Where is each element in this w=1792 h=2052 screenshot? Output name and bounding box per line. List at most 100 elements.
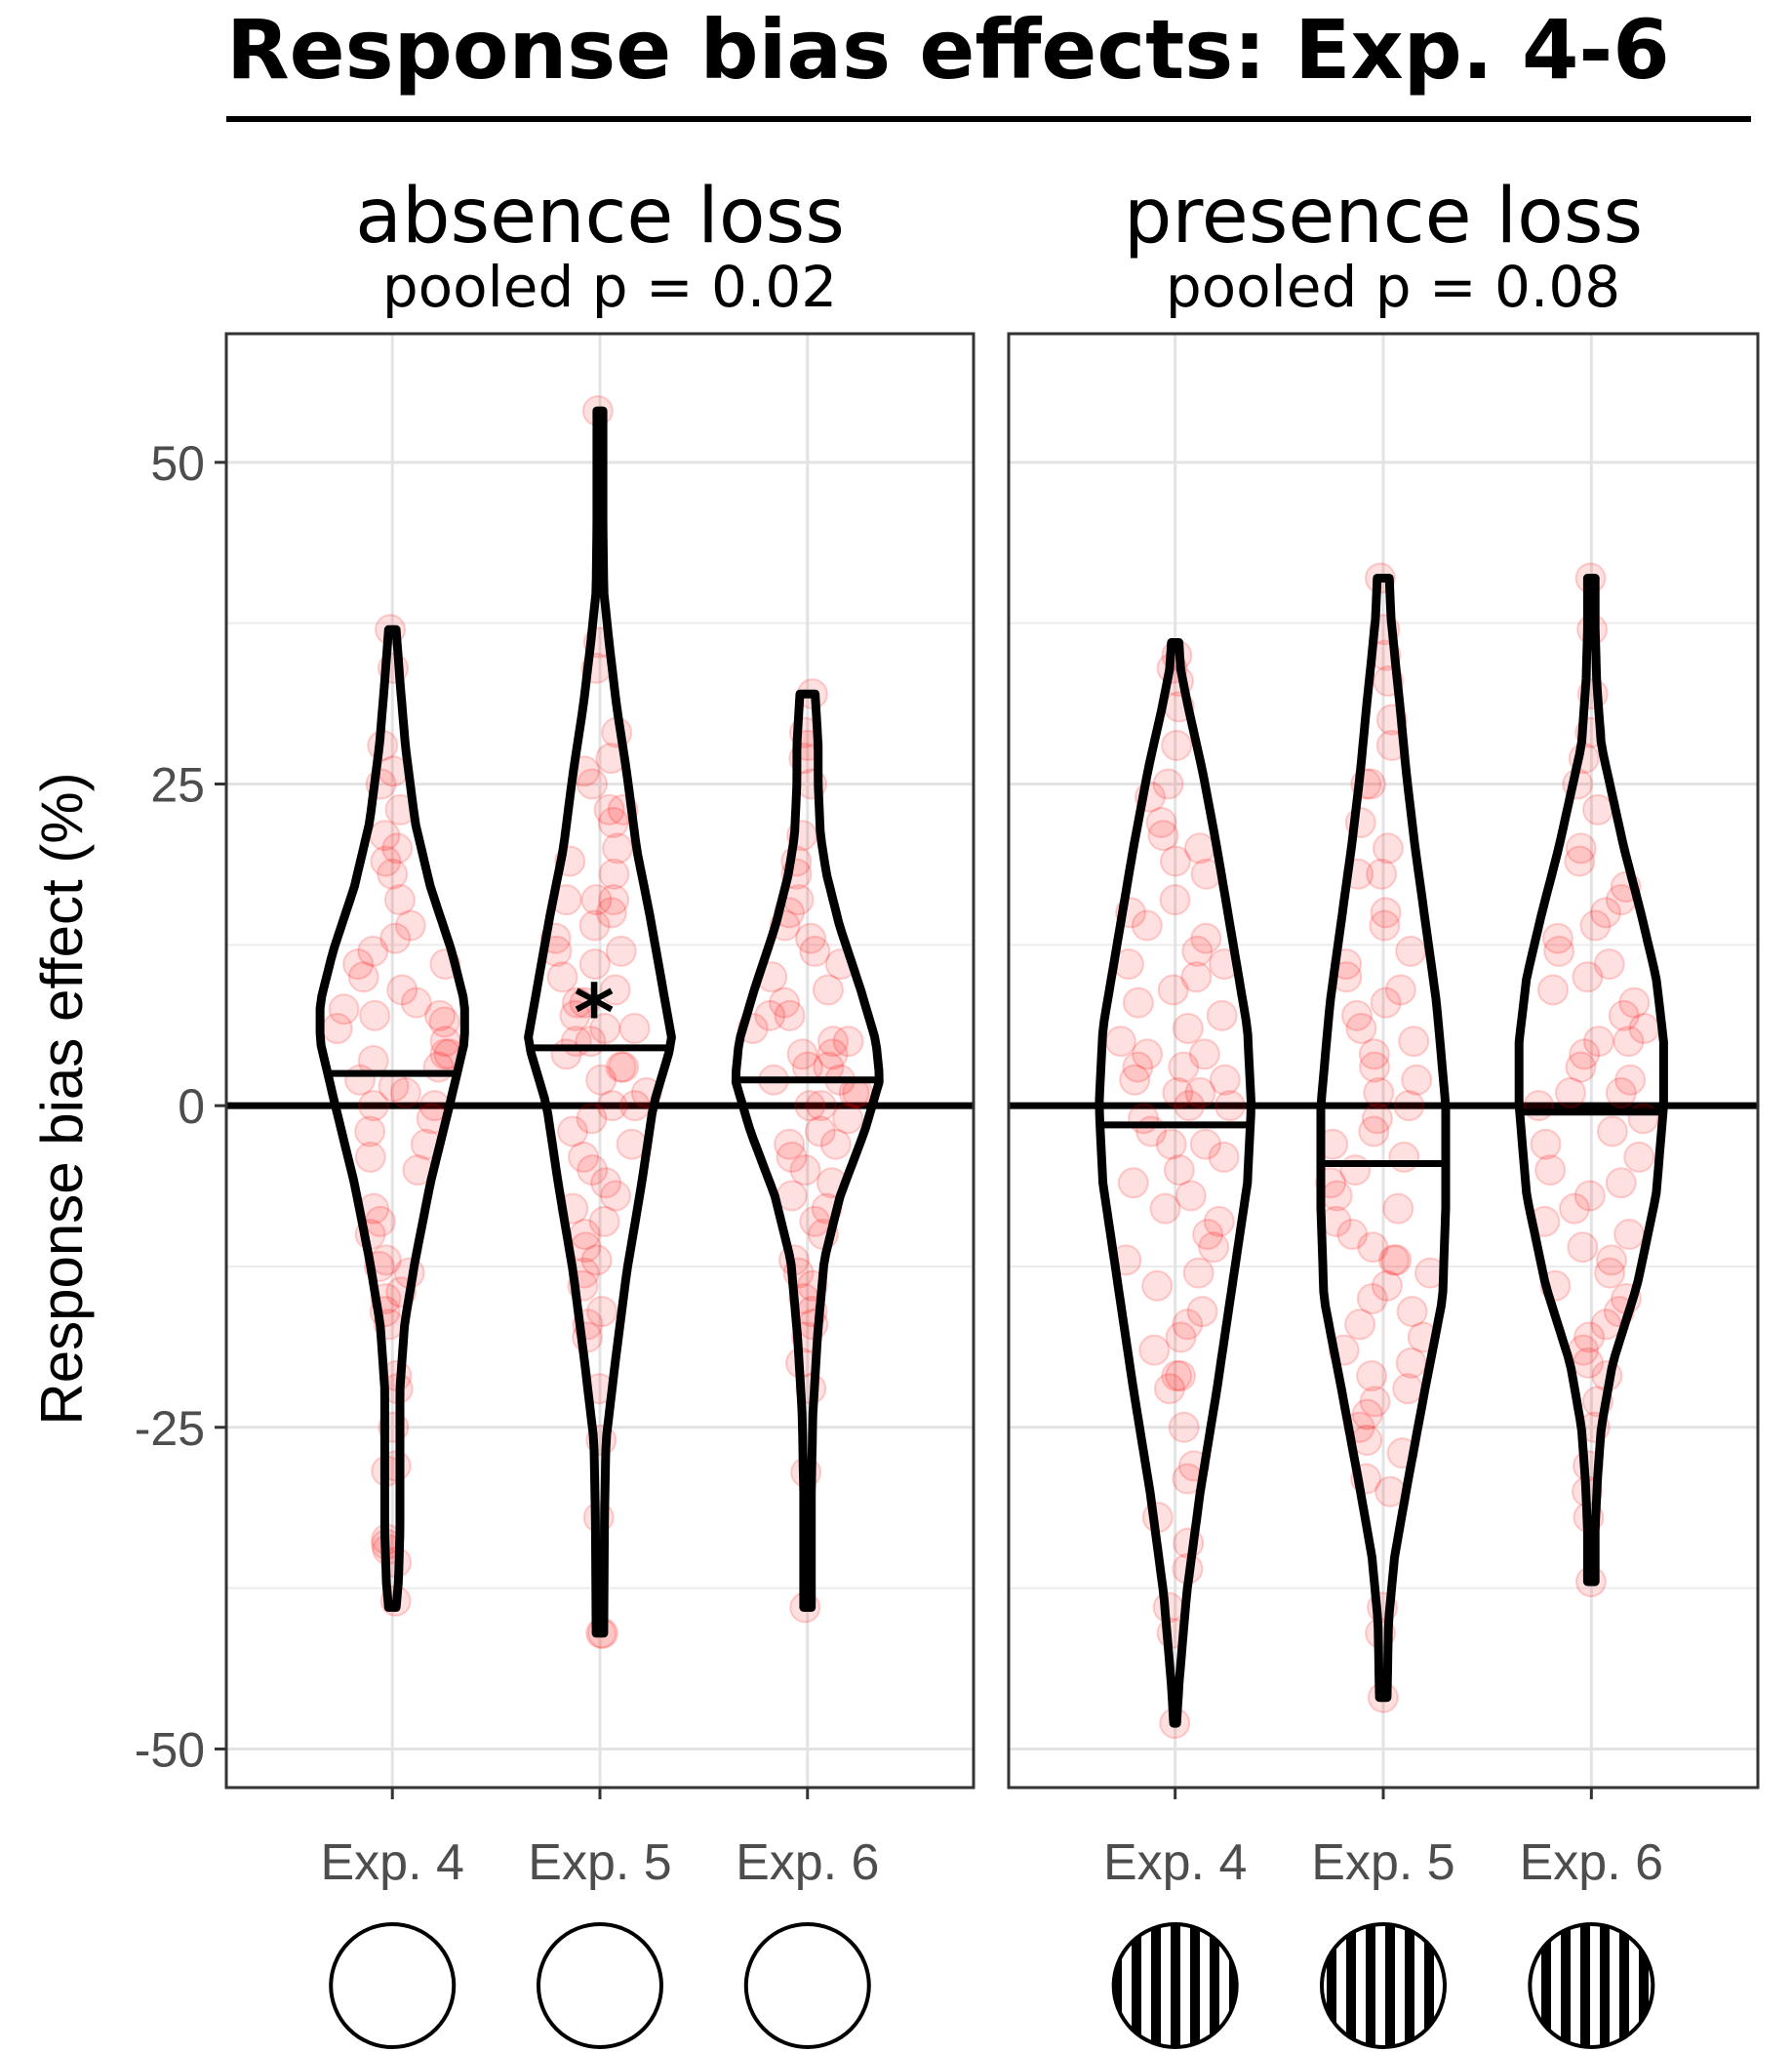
data-point	[1534, 1154, 1567, 1187]
data-point	[1357, 1231, 1389, 1264]
data-point	[370, 845, 402, 877]
data-point	[389, 1076, 421, 1108]
data-point	[1605, 1167, 1637, 1199]
data-point	[1165, 1360, 1197, 1392]
data-point	[774, 1128, 806, 1160]
data-point	[1370, 897, 1402, 929]
data-point	[1122, 986, 1154, 1019]
data-point	[804, 1115, 836, 1147]
panel-title: absence loss	[355, 173, 845, 261]
data-point	[1605, 1076, 1637, 1108]
data-point	[1618, 986, 1651, 1019]
data-point	[1180, 961, 1213, 993]
data-point	[1168, 1051, 1200, 1083]
data-point	[1186, 1296, 1218, 1328]
data-point	[1119, 1064, 1151, 1096]
data-point	[546, 961, 578, 993]
data-point	[556, 1115, 588, 1147]
data-point	[1596, 1115, 1628, 1147]
x-tick-label: Exp. 5	[528, 1834, 671, 1891]
data-point	[1558, 1192, 1590, 1225]
data-point	[1152, 768, 1184, 800]
data-point	[816, 1026, 849, 1058]
data-point	[428, 1006, 460, 1038]
data-point	[1159, 845, 1191, 877]
data-point	[1165, 1321, 1197, 1353]
data-point	[599, 974, 631, 1006]
data-point	[1573, 1180, 1606, 1212]
data-point	[1117, 1167, 1149, 1199]
data-point	[1356, 1282, 1388, 1314]
data-point	[1369, 909, 1401, 942]
chart-title: Response bias effects: Exp. 4-6	[226, 2, 1670, 98]
data-point	[1122, 1051, 1154, 1083]
data-point	[1382, 1192, 1414, 1225]
data-point	[1159, 884, 1191, 916]
data-point	[832, 1103, 864, 1135]
violin-outline	[1095, 638, 1255, 1728]
data-point	[585, 1064, 617, 1096]
blank-circle-icon	[743, 1922, 871, 2049]
data-point	[769, 986, 801, 1019]
data-point	[580, 1244, 613, 1276]
x-tick-label: Exp. 6	[1520, 1834, 1663, 1891]
data-point	[794, 922, 826, 954]
y-tick-label: 50	[150, 436, 205, 491]
data-point	[1132, 1038, 1164, 1070]
data-point	[1184, 1076, 1216, 1108]
data-point	[328, 993, 360, 1026]
data-point	[568, 1141, 600, 1173]
data-point	[819, 1128, 852, 1160]
data-point	[1359, 1386, 1391, 1418]
data-point	[598, 858, 630, 890]
data-point	[1182, 1257, 1215, 1289]
data-point	[1203, 1205, 1235, 1237]
data-point	[1340, 999, 1373, 1031]
data-point	[605, 935, 637, 967]
data-point	[1172, 1308, 1204, 1341]
data-point	[1339, 1154, 1372, 1187]
data-point	[799, 935, 831, 967]
data-point	[598, 884, 630, 916]
x-tick-label: Exp. 6	[736, 1834, 879, 1891]
data-point	[1104, 1026, 1136, 1058]
data-point	[359, 999, 391, 1031]
data-point	[1358, 1038, 1390, 1070]
data-point	[1345, 1013, 1377, 1045]
data-point	[1396, 1296, 1428, 1328]
data-point	[812, 974, 844, 1006]
data-point	[1569, 1038, 1601, 1070]
data-point	[379, 922, 412, 954]
violin-group: *	[524, 395, 676, 1649]
data-point	[1163, 1154, 1195, 1187]
data-point	[1537, 974, 1570, 1006]
data-point	[786, 1038, 818, 1070]
data-point	[578, 909, 611, 942]
data-point	[1208, 1141, 1240, 1173]
data-point	[1572, 961, 1604, 993]
violin-outline	[1316, 574, 1451, 1703]
data-point	[400, 986, 432, 1019]
data-point	[590, 1167, 622, 1199]
data-point	[1344, 1308, 1376, 1341]
data-point	[354, 1141, 386, 1173]
data-point	[593, 793, 625, 825]
panel-subtitle: pooled p = 0.02	[382, 254, 837, 320]
data-point	[776, 1141, 808, 1173]
data-point	[789, 1154, 821, 1187]
data-point	[342, 948, 375, 981]
data-point	[1384, 974, 1416, 1006]
data-point	[605, 1051, 637, 1083]
data-point	[1530, 1128, 1562, 1160]
panel-border	[1007, 332, 1760, 1790]
data-point	[1593, 948, 1625, 981]
data-point	[561, 986, 593, 1019]
data-point	[1595, 1244, 1627, 1276]
data-point	[602, 832, 634, 865]
data-point	[1214, 1090, 1246, 1122]
data-point	[1145, 807, 1177, 839]
data-point	[394, 909, 426, 942]
data-point	[357, 935, 389, 967]
